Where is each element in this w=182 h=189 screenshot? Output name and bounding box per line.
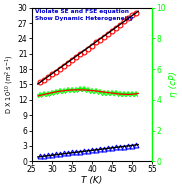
Text: Violate SE and FSE equation
Show Dynamic Heterogeneity: Violate SE and FSE equation Show Dynamic… [35,9,134,21]
X-axis label: T (K): T (K) [81,176,103,185]
Y-axis label: η (cP): η (cP) [169,71,178,98]
Y-axis label: D X 10$^{10}$ (m$^2$ s$^{-1}$): D X 10$^{10}$ (m$^2$ s$^{-1}$) [4,55,16,114]
